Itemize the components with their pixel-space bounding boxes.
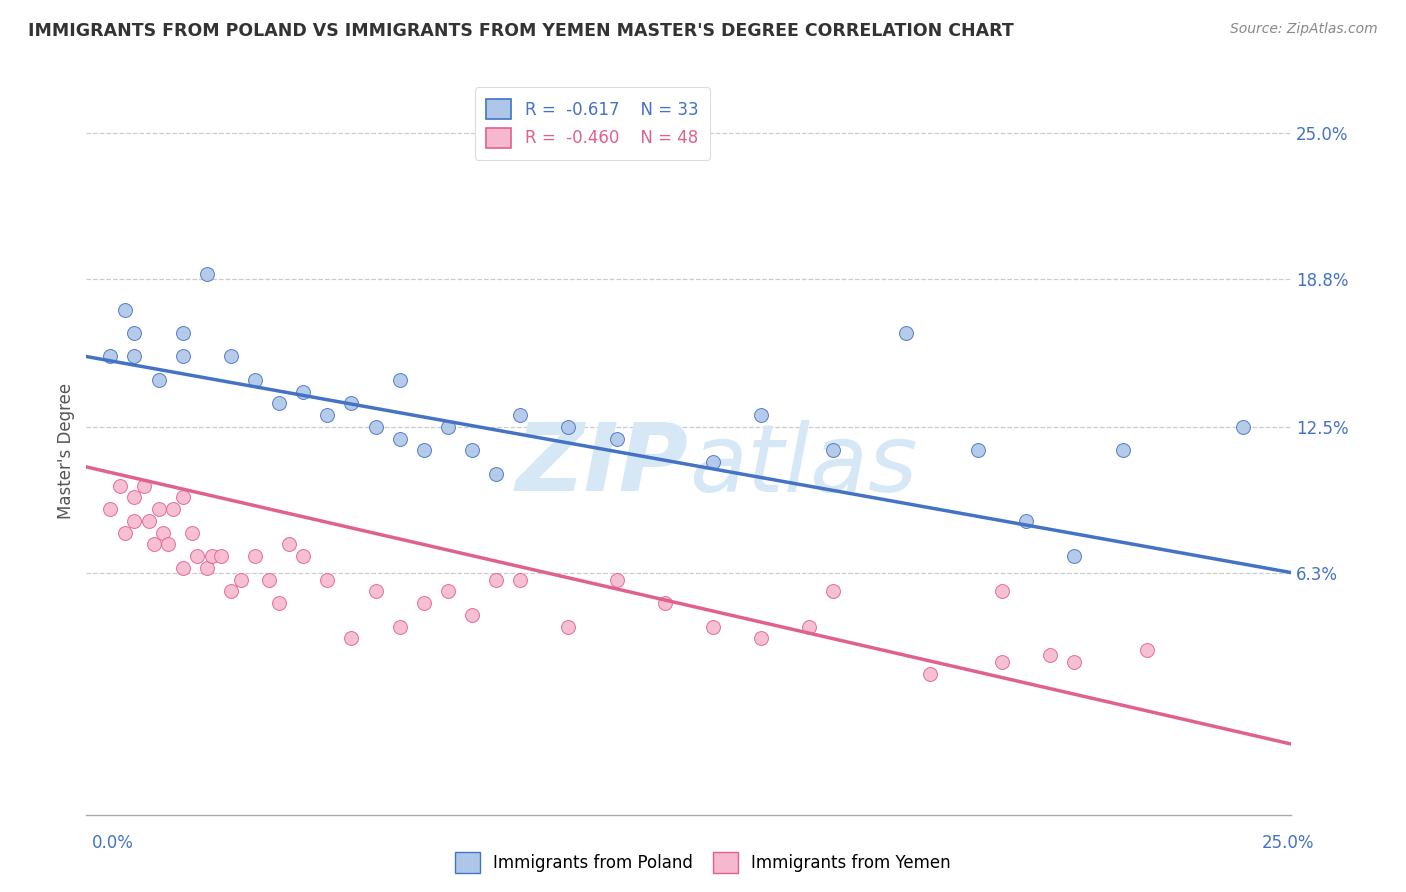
Point <box>654 596 676 610</box>
Point <box>195 267 218 281</box>
Text: 25.0%: 25.0% <box>1263 834 1315 852</box>
Point <box>172 491 194 505</box>
Point <box>229 573 252 587</box>
Point <box>219 350 242 364</box>
Point <box>991 584 1014 599</box>
Point <box>1111 443 1133 458</box>
Point <box>134 479 156 493</box>
Point <box>1136 643 1159 657</box>
Point <box>605 432 627 446</box>
Point <box>243 373 266 387</box>
Point <box>340 396 363 410</box>
Point <box>749 408 772 422</box>
Legend: R =  -0.617    N = 33, R =  -0.460    N = 48: R = -0.617 N = 33, R = -0.460 N = 48 <box>475 87 710 160</box>
Point <box>991 655 1014 669</box>
Point <box>509 573 531 587</box>
Point <box>364 420 387 434</box>
Point <box>269 396 291 410</box>
Point <box>269 596 291 610</box>
Point <box>388 373 411 387</box>
Point <box>436 420 458 434</box>
Point <box>172 350 194 364</box>
Point <box>1063 549 1085 564</box>
Point <box>138 514 160 528</box>
Point <box>124 514 146 528</box>
Point <box>461 443 484 458</box>
Point <box>157 537 180 551</box>
Point <box>124 326 146 340</box>
Point <box>1015 514 1038 528</box>
Point <box>894 326 917 340</box>
Point <box>412 443 434 458</box>
Point <box>277 537 299 551</box>
Point <box>124 350 146 364</box>
Point <box>967 443 990 458</box>
Point <box>340 632 363 646</box>
Point <box>209 549 232 564</box>
Point <box>702 620 724 634</box>
Point <box>100 350 122 364</box>
Point <box>1232 420 1254 434</box>
Point <box>1063 655 1085 669</box>
Legend: Immigrants from Poland, Immigrants from Yemen: Immigrants from Poland, Immigrants from … <box>449 846 957 880</box>
Point <box>152 525 174 540</box>
Point <box>142 537 165 551</box>
Point <box>100 502 122 516</box>
Point <box>172 326 194 340</box>
Point <box>316 573 339 587</box>
Text: IMMIGRANTS FROM POLAND VS IMMIGRANTS FROM YEMEN MASTER'S DEGREE CORRELATION CHAR: IMMIGRANTS FROM POLAND VS IMMIGRANTS FRO… <box>28 22 1014 40</box>
Point <box>108 479 131 493</box>
Point <box>823 584 845 599</box>
Point <box>243 549 266 564</box>
Point <box>918 666 941 681</box>
Point <box>172 561 194 575</box>
Point <box>485 573 508 587</box>
Point <box>485 467 508 481</box>
Point <box>749 632 772 646</box>
Y-axis label: Master's Degree: Master's Degree <box>58 383 75 518</box>
Point <box>148 373 170 387</box>
Text: 0.0%: 0.0% <box>91 834 134 852</box>
Point <box>823 443 845 458</box>
Point <box>364 584 387 599</box>
Point <box>124 491 146 505</box>
Point <box>292 549 315 564</box>
Point <box>292 384 315 399</box>
Point <box>1039 648 1062 662</box>
Point <box>509 408 531 422</box>
Point <box>799 620 821 634</box>
Point <box>605 573 627 587</box>
Point <box>316 408 339 422</box>
Point <box>186 549 208 564</box>
Point <box>461 607 484 622</box>
Point <box>114 525 136 540</box>
Point <box>195 561 218 575</box>
Point <box>259 573 281 587</box>
Point <box>162 502 184 516</box>
Point <box>436 584 458 599</box>
Text: Source: ZipAtlas.com: Source: ZipAtlas.com <box>1230 22 1378 37</box>
Point <box>557 620 579 634</box>
Point <box>201 549 224 564</box>
Text: atlas: atlas <box>689 419 917 510</box>
Point <box>148 502 170 516</box>
Point <box>388 620 411 634</box>
Point <box>114 302 136 317</box>
Point <box>557 420 579 434</box>
Point <box>219 584 242 599</box>
Point <box>702 455 724 469</box>
Point <box>181 525 204 540</box>
Point <box>412 596 434 610</box>
Text: ZIP: ZIP <box>516 419 689 511</box>
Point <box>388 432 411 446</box>
